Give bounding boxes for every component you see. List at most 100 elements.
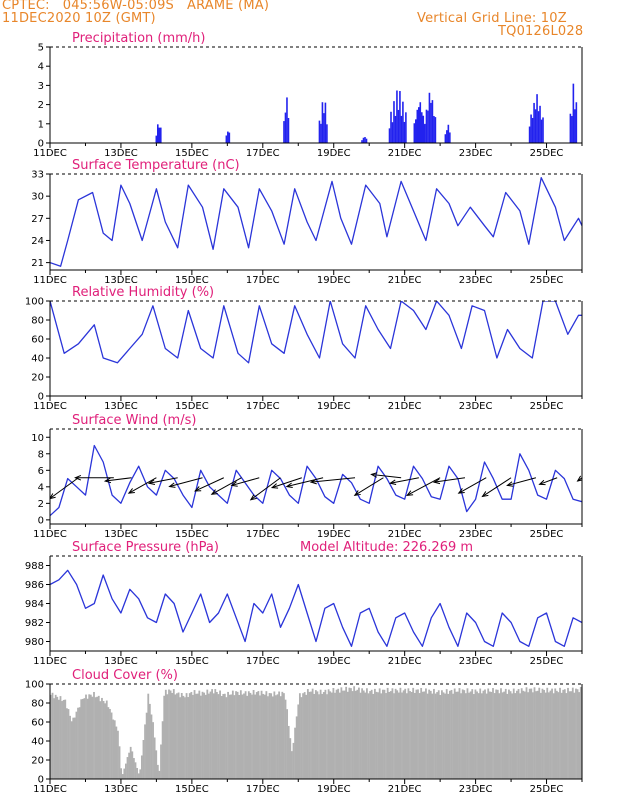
cloud-bar-57 (140, 755, 143, 779)
cloud-bar-7 (61, 701, 63, 779)
cloud-bar-291 (514, 693, 517, 779)
xtick-label-pres-19: 19DEC (317, 656, 351, 667)
ytick-label-pres-0: 980 (25, 637, 44, 648)
precip-bar-64 (571, 116, 573, 143)
cloud-bar-164 (311, 688, 314, 779)
cloud-bar-307 (539, 692, 542, 779)
cloud-bar-152 (292, 742, 295, 779)
ytick-label-rh-4: 80 (31, 316, 44, 327)
ytick-label-rh-2: 40 (31, 354, 44, 365)
data-wind (50, 444, 582, 517)
cloud-bar-112 (228, 694, 231, 779)
cloud-bar-236 (426, 693, 429, 779)
precip-bar-30 (402, 101, 404, 143)
cloud-bar-223 (405, 693, 408, 779)
cloud-bar-78 (174, 694, 177, 779)
cloud-bar-260 (464, 693, 467, 779)
cloud-bar-64 (152, 722, 154, 779)
cloud-bar-1 (51, 692, 54, 779)
precip-bar-33 (413, 123, 416, 143)
wind-arrow-head-16 (406, 490, 414, 496)
series-line-wind (50, 444, 582, 517)
cloud-bar-162 (308, 691, 311, 779)
ytick-label-rh-0: 0 (38, 392, 44, 403)
cloud-bar-149 (287, 725, 290, 779)
cloud-bar-281 (498, 693, 501, 779)
cloud-bar-292 (516, 690, 518, 779)
cloud-bar-317 (555, 690, 558, 779)
precip-bar-24 (393, 101, 395, 143)
cloud-bar-239 (431, 693, 434, 779)
cloud-bar-41 (115, 726, 118, 779)
cloud-bar-94 (200, 695, 202, 779)
ytick-label-pres-2: 984 (25, 599, 44, 610)
cloud-bar-77 (172, 689, 175, 779)
cloud-bar-179 (335, 689, 338, 779)
cloud-bar-270 (480, 693, 483, 779)
cloud-bar-134 (263, 694, 266, 779)
precip-bar-54 (530, 114, 532, 143)
cloud-bar-19 (80, 699, 83, 779)
xtick-label-temp-23: 23DEC (459, 275, 493, 286)
cloud-bar-2 (53, 698, 55, 779)
cloud-bar-160 (305, 694, 308, 779)
cloud-bar-32 (101, 697, 103, 779)
cloud-bar-89 (192, 694, 194, 779)
cloud-bar-255 (456, 691, 459, 779)
cloud-bar-261 (466, 688, 469, 779)
precip-bar-22 (390, 111, 392, 143)
cloud-bar-314 (551, 688, 553, 779)
xtick-label-wind-19: 19DEC (317, 529, 351, 540)
cloud-bar-206 (378, 688, 381, 779)
cloud-bar-36 (107, 707, 110, 779)
xtick-label-temp-11: 11DEC (33, 275, 67, 286)
cloud-bar-48 (126, 757, 129, 779)
cloud-bar-217 (396, 690, 399, 779)
cloud-bar-42 (117, 730, 119, 779)
cloud-bar-301 (530, 688, 533, 779)
cloud-bar-33 (102, 700, 105, 779)
cloud-bar-272 (484, 689, 486, 779)
xtick-label-rh-23: 23DEC (459, 401, 493, 412)
cloud-bar-321 (562, 689, 565, 779)
cloud-bar-221 (402, 690, 405, 779)
cloud-bar-87 (188, 693, 191, 779)
wind-arrow-head-14 (370, 472, 378, 478)
precip-bar-46 (431, 100, 434, 143)
cloud-bar-315 (552, 693, 555, 779)
ytick-label-wind-5: 10 (31, 433, 44, 444)
wind-arrow-head-7 (210, 489, 218, 495)
cloud-bar-213 (389, 691, 392, 779)
ytick-label-wind-1: 2 (38, 499, 44, 510)
cloud-bar-74 (168, 689, 170, 779)
cloud-bar-15 (73, 717, 76, 779)
wind-arrow-11 (286, 477, 324, 488)
cloud-bar-246 (442, 692, 445, 779)
cloud-bar-211 (386, 687, 389, 779)
precip-bar-52 (449, 132, 451, 143)
precip-bar-49 (444, 134, 447, 143)
cloud-bar-306 (538, 687, 541, 779)
cloud-bar-129 (255, 692, 258, 779)
cloud-bar-189 (351, 691, 354, 779)
cloud-bar-58 (142, 740, 145, 779)
cloud-bar-145 (281, 691, 284, 779)
precip-bar-57 (534, 109, 537, 143)
cloud-bar-12 (69, 715, 71, 779)
cloud-bar-207 (380, 693, 383, 779)
xtick-label-cloud-17: 17DEC (246, 784, 280, 795)
cloud-bar-329 (575, 688, 577, 779)
cloud-bar-107 (220, 696, 223, 779)
cloud-bar-286 (506, 693, 509, 779)
wind-arrow-19 (482, 477, 512, 497)
wind-arrow-head-12 (309, 478, 317, 485)
cloud-bar-163 (310, 691, 312, 779)
cloud-bar-73 (166, 694, 169, 779)
cloud-bar-159 (303, 692, 306, 779)
cloud-bar-100 (209, 691, 212, 779)
cloud-bar-67 (156, 764, 159, 779)
cloud-bar-79 (176, 693, 178, 779)
cloud-bar-82 (180, 692, 183, 779)
cloud-bar-109 (223, 693, 226, 779)
xtick-label-temp-15: 15DEC (175, 275, 209, 286)
